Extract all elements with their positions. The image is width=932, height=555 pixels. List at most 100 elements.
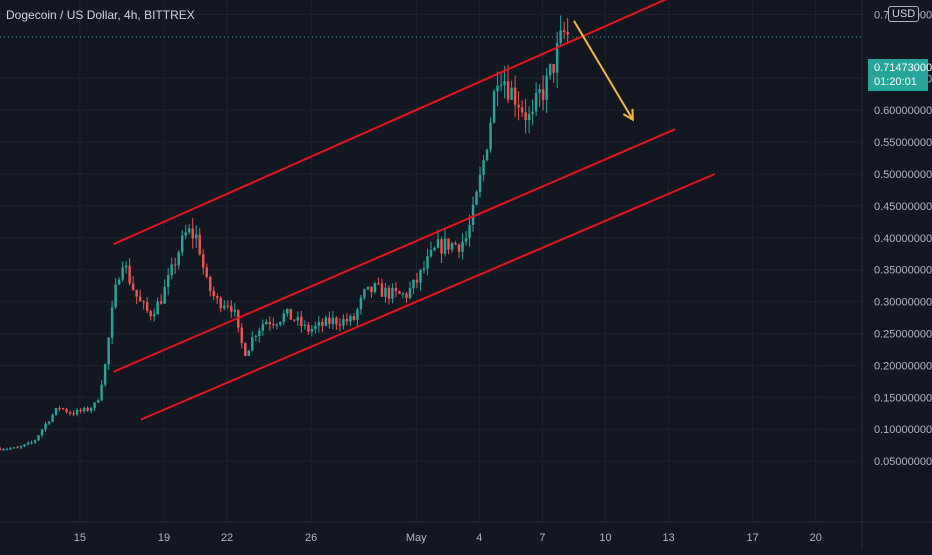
candle-body — [447, 238, 450, 250]
candle-body — [349, 316, 352, 322]
time-axis-label: 13 — [662, 532, 674, 544]
candle-body — [422, 268, 426, 271]
time-axis-label: 20 — [810, 532, 822, 544]
candle-body — [89, 408, 93, 411]
candle-body — [75, 409, 79, 415]
candle-body — [513, 87, 517, 105]
candle-body — [440, 239, 443, 254]
candle-body — [209, 277, 212, 291]
candle-body — [289, 308, 293, 320]
candle-body — [9, 448, 12, 450]
candle-body — [124, 265, 128, 268]
candle-body — [30, 442, 33, 444]
candle-body — [506, 81, 510, 100]
candle-body — [0, 448, 2, 450]
candle-body — [534, 92, 538, 112]
candle-body — [415, 279, 419, 283]
channel-trendline — [113, 128, 676, 373]
candle-body — [223, 305, 226, 309]
candle-body — [524, 112, 527, 121]
candle-body — [307, 324, 310, 332]
candle-body — [363, 289, 366, 298]
candle-body — [433, 247, 436, 251]
price-axis-label: 0.25000000 — [874, 329, 932, 341]
candle-body — [54, 407, 58, 415]
candle-body — [314, 325, 317, 329]
candle-body — [527, 113, 531, 121]
candle-body — [555, 42, 559, 73]
price-axis-label: 0.50000000 — [874, 169, 932, 181]
candle-body — [324, 317, 328, 326]
candle-body — [275, 324, 279, 326]
candle-body — [412, 279, 415, 289]
candle-body — [100, 384, 103, 401]
candle-body — [26, 442, 30, 445]
chart-title: Dogecoin / US Dollar, 4h, BITTREX — [6, 8, 195, 22]
candle-body — [44, 423, 47, 430]
candle-body — [96, 400, 100, 403]
candle-body — [219, 298, 222, 309]
candle-body — [450, 243, 454, 250]
candle-body — [510, 87, 513, 100]
candle-body — [394, 287, 398, 292]
candle-body — [401, 293, 405, 295]
candle-body — [265, 322, 268, 325]
candle-body — [499, 85, 503, 87]
time-axis-label: 22 — [221, 532, 233, 544]
candle-body — [5, 448, 9, 450]
candle-body — [338, 324, 342, 326]
candle-body — [23, 444, 26, 447]
candle-body — [464, 238, 468, 242]
candle-body — [342, 319, 345, 326]
candle-body — [61, 408, 65, 410]
candle-body — [352, 316, 356, 320]
candle-body — [303, 324, 307, 326]
currency-badge[interactable]: USD — [888, 6, 920, 22]
candle-body — [443, 238, 447, 254]
candle-body — [93, 402, 96, 409]
candle-body — [33, 440, 37, 443]
candle-body — [317, 321, 321, 326]
candle-body — [202, 254, 205, 268]
candle-body — [142, 301, 145, 303]
candle-body — [282, 313, 286, 322]
price-axis-label: 0.15000000 — [874, 392, 932, 404]
candle-body — [103, 364, 107, 385]
candle-body — [170, 264, 173, 276]
candle-body — [72, 413, 75, 415]
candle-body — [258, 330, 261, 337]
candle-body — [187, 228, 191, 233]
candle-body — [51, 414, 54, 422]
candle-body — [65, 408, 68, 413]
candle-body — [195, 234, 198, 239]
candle-body — [166, 275, 170, 287]
candle-body — [2, 449, 5, 451]
candle-body — [240, 327, 244, 344]
candle-body — [380, 283, 384, 297]
candle-body — [212, 290, 215, 297]
time-axis-label: 7 — [539, 532, 545, 544]
candle-body — [373, 283, 377, 293]
price-axis-label: 0.55000000 — [874, 137, 932, 149]
time-axis-label: 4 — [476, 532, 482, 544]
last-price-label: 0.71473000 — [874, 62, 932, 74]
candle-body — [377, 283, 380, 285]
candle-body — [436, 239, 440, 248]
candle-body — [328, 317, 331, 324]
candle-body — [531, 111, 534, 114]
price-axis-label: 0.30000000 — [874, 297, 932, 309]
candle-body — [12, 447, 16, 449]
candle-body — [541, 89, 545, 100]
price-axis-label: 0.20000000 — [874, 360, 932, 372]
candle-body — [387, 287, 391, 299]
candle-body — [272, 324, 275, 326]
candle-body — [19, 446, 23, 448]
price-axis-label: 0.60000000 — [874, 105, 932, 117]
price-axis-label: 0.35000000 — [874, 265, 932, 277]
price-axis-label: 0.45000000 — [874, 201, 932, 213]
price-axis-label: 0.05000000 — [874, 456, 932, 468]
candle-body — [114, 284, 117, 308]
